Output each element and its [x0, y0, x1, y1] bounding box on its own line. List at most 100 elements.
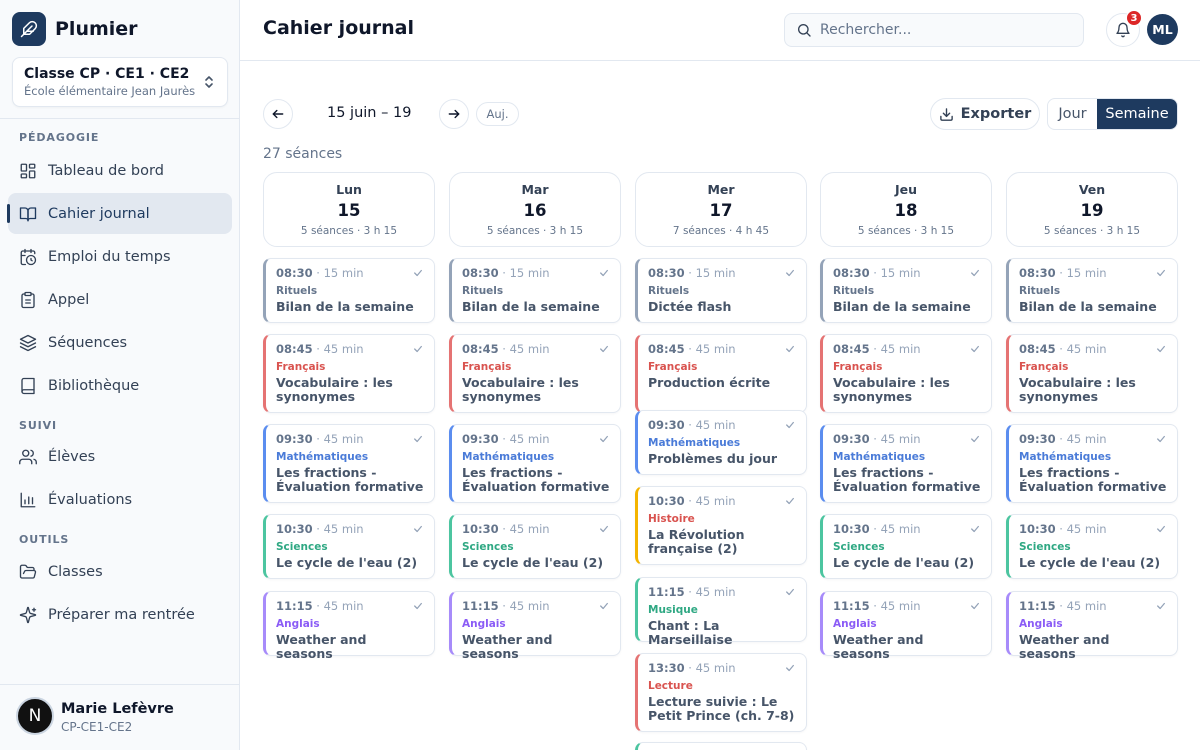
session-start: 08:45: [276, 342, 313, 356]
day-number: 17: [709, 201, 733, 220]
day-column: Mer 17 7 séances · 4 h 45 08:30 · 15 min Rit…: [635, 172, 807, 732]
session-duration: 45 min: [509, 599, 550, 613]
session-card[interactable]: 08:30 · 15 min Rituels Bilan de la semaine: [263, 258, 435, 323]
session-card[interactable]: 11:15 · 45 min Anglais Weather and seasons: [449, 591, 621, 661]
session-card[interactable]: 08:30 · 15 min Rituels Bilan de la semaine: [1006, 258, 1178, 323]
session-time: 08:45 · 45 min: [1019, 342, 1107, 356]
session-card[interactable]: 09:30 · 45 min Mathématiques Les fractions…: [449, 424, 621, 503]
session-duration: 45 min: [323, 342, 364, 356]
day-header[interactable]: Mer 17 7 séances · 4 h 45: [635, 172, 807, 247]
session-duration: 45 min: [1066, 432, 1107, 446]
session-card[interactable]: 08:30 · 15 min Rituels Dictée flash: [635, 258, 807, 323]
session-duration: 45 min: [323, 432, 364, 446]
session-subject: Mathématiques: [648, 437, 741, 449]
search-box[interactable]: [784, 13, 1084, 47]
previous-week-button[interactable]: [263, 99, 293, 129]
arrow-right-icon: [448, 109, 460, 119]
session-duration: 45 min: [323, 522, 364, 536]
check-icon: [1157, 602, 1165, 610]
bell-icon: [1116, 22, 1130, 38]
session-card[interactable]: 11:15 · 45 min Anglais Weather and seasons: [820, 591, 992, 661]
day-header[interactable]: Mar 16 5 séances · 3 h 15: [449, 172, 621, 247]
sidebar-item-appel[interactable]: Appel: [8, 279, 232, 320]
session-card[interactable]: 10:30 · 45 min Histoire La Révolution fran…: [635, 486, 807, 565]
session-duration: 45 min: [695, 494, 736, 508]
session-title: Bilan de la semaine: [276, 299, 414, 314]
search-input[interactable]: [820, 22, 1070, 38]
session-card[interactable]: 08:45 · 45 min Français Vocabulaire : les …: [1006, 334, 1178, 413]
day-column: Mar 16 5 séances · 3 h 15 08:30 · 15 min Rit…: [449, 172, 621, 661]
session-title: Weather and seasons: [833, 632, 924, 661]
sidebar-item-tableau-de-bord[interactable]: Tableau de bord: [8, 150, 232, 191]
session-card[interactable]: 10:30 · 45 min Sciences Le cycle de l'eau …: [449, 514, 621, 579]
session-card[interactable]: 09:30 · 45 min Mathématiques Problèmes du …: [635, 410, 807, 475]
sidebar-item-emploi-du-temps[interactable]: Emploi du temps: [8, 236, 232, 277]
session-start: 11:15: [833, 599, 870, 613]
session-duration: 45 min: [695, 342, 736, 356]
sidebar-item-label: Emploi du temps: [48, 248, 171, 265]
session-title: Le cycle de l'eau (2): [833, 555, 975, 570]
calendar-clock-icon: [20, 248, 37, 265]
day-summary: 5 séances · 3 h 15: [857, 225, 955, 237]
session-card[interactable]: 10:30 · 45 min Sciences Le cycle de l'eau …: [263, 514, 435, 579]
view-week-option[interactable]: Semaine: [1097, 99, 1177, 129]
session-time: 08:30 · 15 min: [1019, 266, 1107, 280]
session-title: Weather and seasons: [1019, 632, 1110, 661]
brand[interactable]: Plumier: [12, 12, 138, 46]
day-header[interactable]: Jeu 18 5 séances · 3 h 15: [820, 172, 992, 247]
session-card[interactable]: 13:30 · 45 min Lecture Lecture suivie : Le…: [635, 653, 807, 732]
session-card[interactable]: 08:30 · 15 min Rituels Bilan de la semaine: [820, 258, 992, 323]
session-card[interactable]: 08:45 · 45 min Français Vocabulaire : les …: [263, 334, 435, 413]
session-card[interactable]: 09:30 · 45 min Mathématiques Les fractions…: [1006, 424, 1178, 503]
session-start: 08:45: [462, 342, 499, 356]
check-icon: [971, 525, 979, 533]
day-column: Jeu 18 5 séances · 3 h 15 08:30 · 15 min Rit…: [820, 172, 992, 661]
today-button[interactable]: Auj.: [476, 102, 519, 126]
sidebar-item-sequences[interactable]: Séquences: [8, 322, 232, 363]
day-header[interactable]: Lun 15 5 séances · 3 h 15: [263, 172, 435, 247]
check-icon: [1157, 525, 1165, 533]
day-number: 19: [1080, 201, 1104, 220]
session-subject: Anglais: [462, 618, 506, 630]
session-card[interactable]: [635, 742, 807, 750]
session-start: 11:15: [1019, 599, 1056, 613]
session-card[interactable]: 08:45 · 45 min Français Vocabulaire : les …: [449, 334, 621, 413]
session-start: 10:30: [833, 522, 870, 536]
user-avatar-button[interactable]: ML: [1147, 14, 1178, 45]
day-column: Lun 15 5 séances · 3 h 15 08:30 · 15 min Rit…: [263, 172, 435, 661]
session-title: Vocabulaire : les synonymes: [833, 375, 950, 404]
sidebar-item-evaluations[interactable]: Évaluations: [8, 479, 232, 520]
session-card[interactable]: 08:30 · 15 min Rituels Bilan de la semaine: [449, 258, 621, 323]
session-card[interactable]: 10:30 · 45 min Sciences Le cycle de l'eau …: [820, 514, 992, 579]
session-card[interactable]: 09:30 · 45 min Mathématiques Les fractions…: [263, 424, 435, 503]
sidebar-item-bibliotheque[interactable]: Bibliothèque: [8, 365, 232, 406]
notification-badge: 3: [1126, 10, 1142, 26]
session-card[interactable]: 11:15 · 45 min Musique Chant : La Marseill…: [635, 577, 807, 647]
export-button[interactable]: Exporter: [930, 98, 1040, 130]
session-card[interactable]: 08:45 · 45 min Français Production écrite: [635, 334, 807, 413]
nav-section-pedagogie: PÉDAGOGIE: [19, 131, 100, 144]
user-profile[interactable]: N Marie Lefèvre CP-CE1-CE2: [0, 684, 240, 750]
session-card[interactable]: 11:15 · 45 min Anglais Weather and seasons: [1006, 591, 1178, 661]
session-card[interactable]: 11:15 · 45 min Anglais Weather and seasons: [263, 591, 435, 661]
view-toggle: Jour Semaine: [1047, 98, 1178, 130]
session-card[interactable]: 10:30 · 45 min Sciences Le cycle de l'eau …: [1006, 514, 1178, 579]
check-icon: [600, 525, 608, 533]
session-card[interactable]: 08:45 · 45 min Français Vocabulaire : les …: [820, 334, 992, 413]
session-start: 08:45: [648, 342, 685, 356]
sidebar-item-eleves[interactable]: Élèves: [8, 436, 232, 477]
sidebar-item-classes[interactable]: Classes: [8, 551, 232, 592]
check-icon: [414, 269, 422, 277]
session-start: 09:30: [1019, 432, 1056, 446]
day-header[interactable]: Ven 19 5 séances · 3 h 15: [1006, 172, 1178, 247]
next-week-button[interactable]: [439, 99, 469, 129]
session-subject: Mathématiques: [276, 451, 369, 463]
session-card[interactable]: 09:30 · 45 min Mathématiques Les fractions…: [820, 424, 992, 503]
view-day-option[interactable]: Jour: [1058, 106, 1087, 122]
class-selector[interactable]: Classe CP · CE1 · CE2 École élémentaire …: [12, 57, 228, 107]
session-duration: 15 min: [695, 266, 736, 280]
sidebar-item-cahier-journal[interactable]: Cahier journal: [7, 193, 232, 234]
sidebar-item-preparer-rentree[interactable]: Préparer ma rentrée: [8, 594, 232, 635]
day-name: Mer: [707, 182, 735, 197]
check-icon: [600, 345, 608, 353]
